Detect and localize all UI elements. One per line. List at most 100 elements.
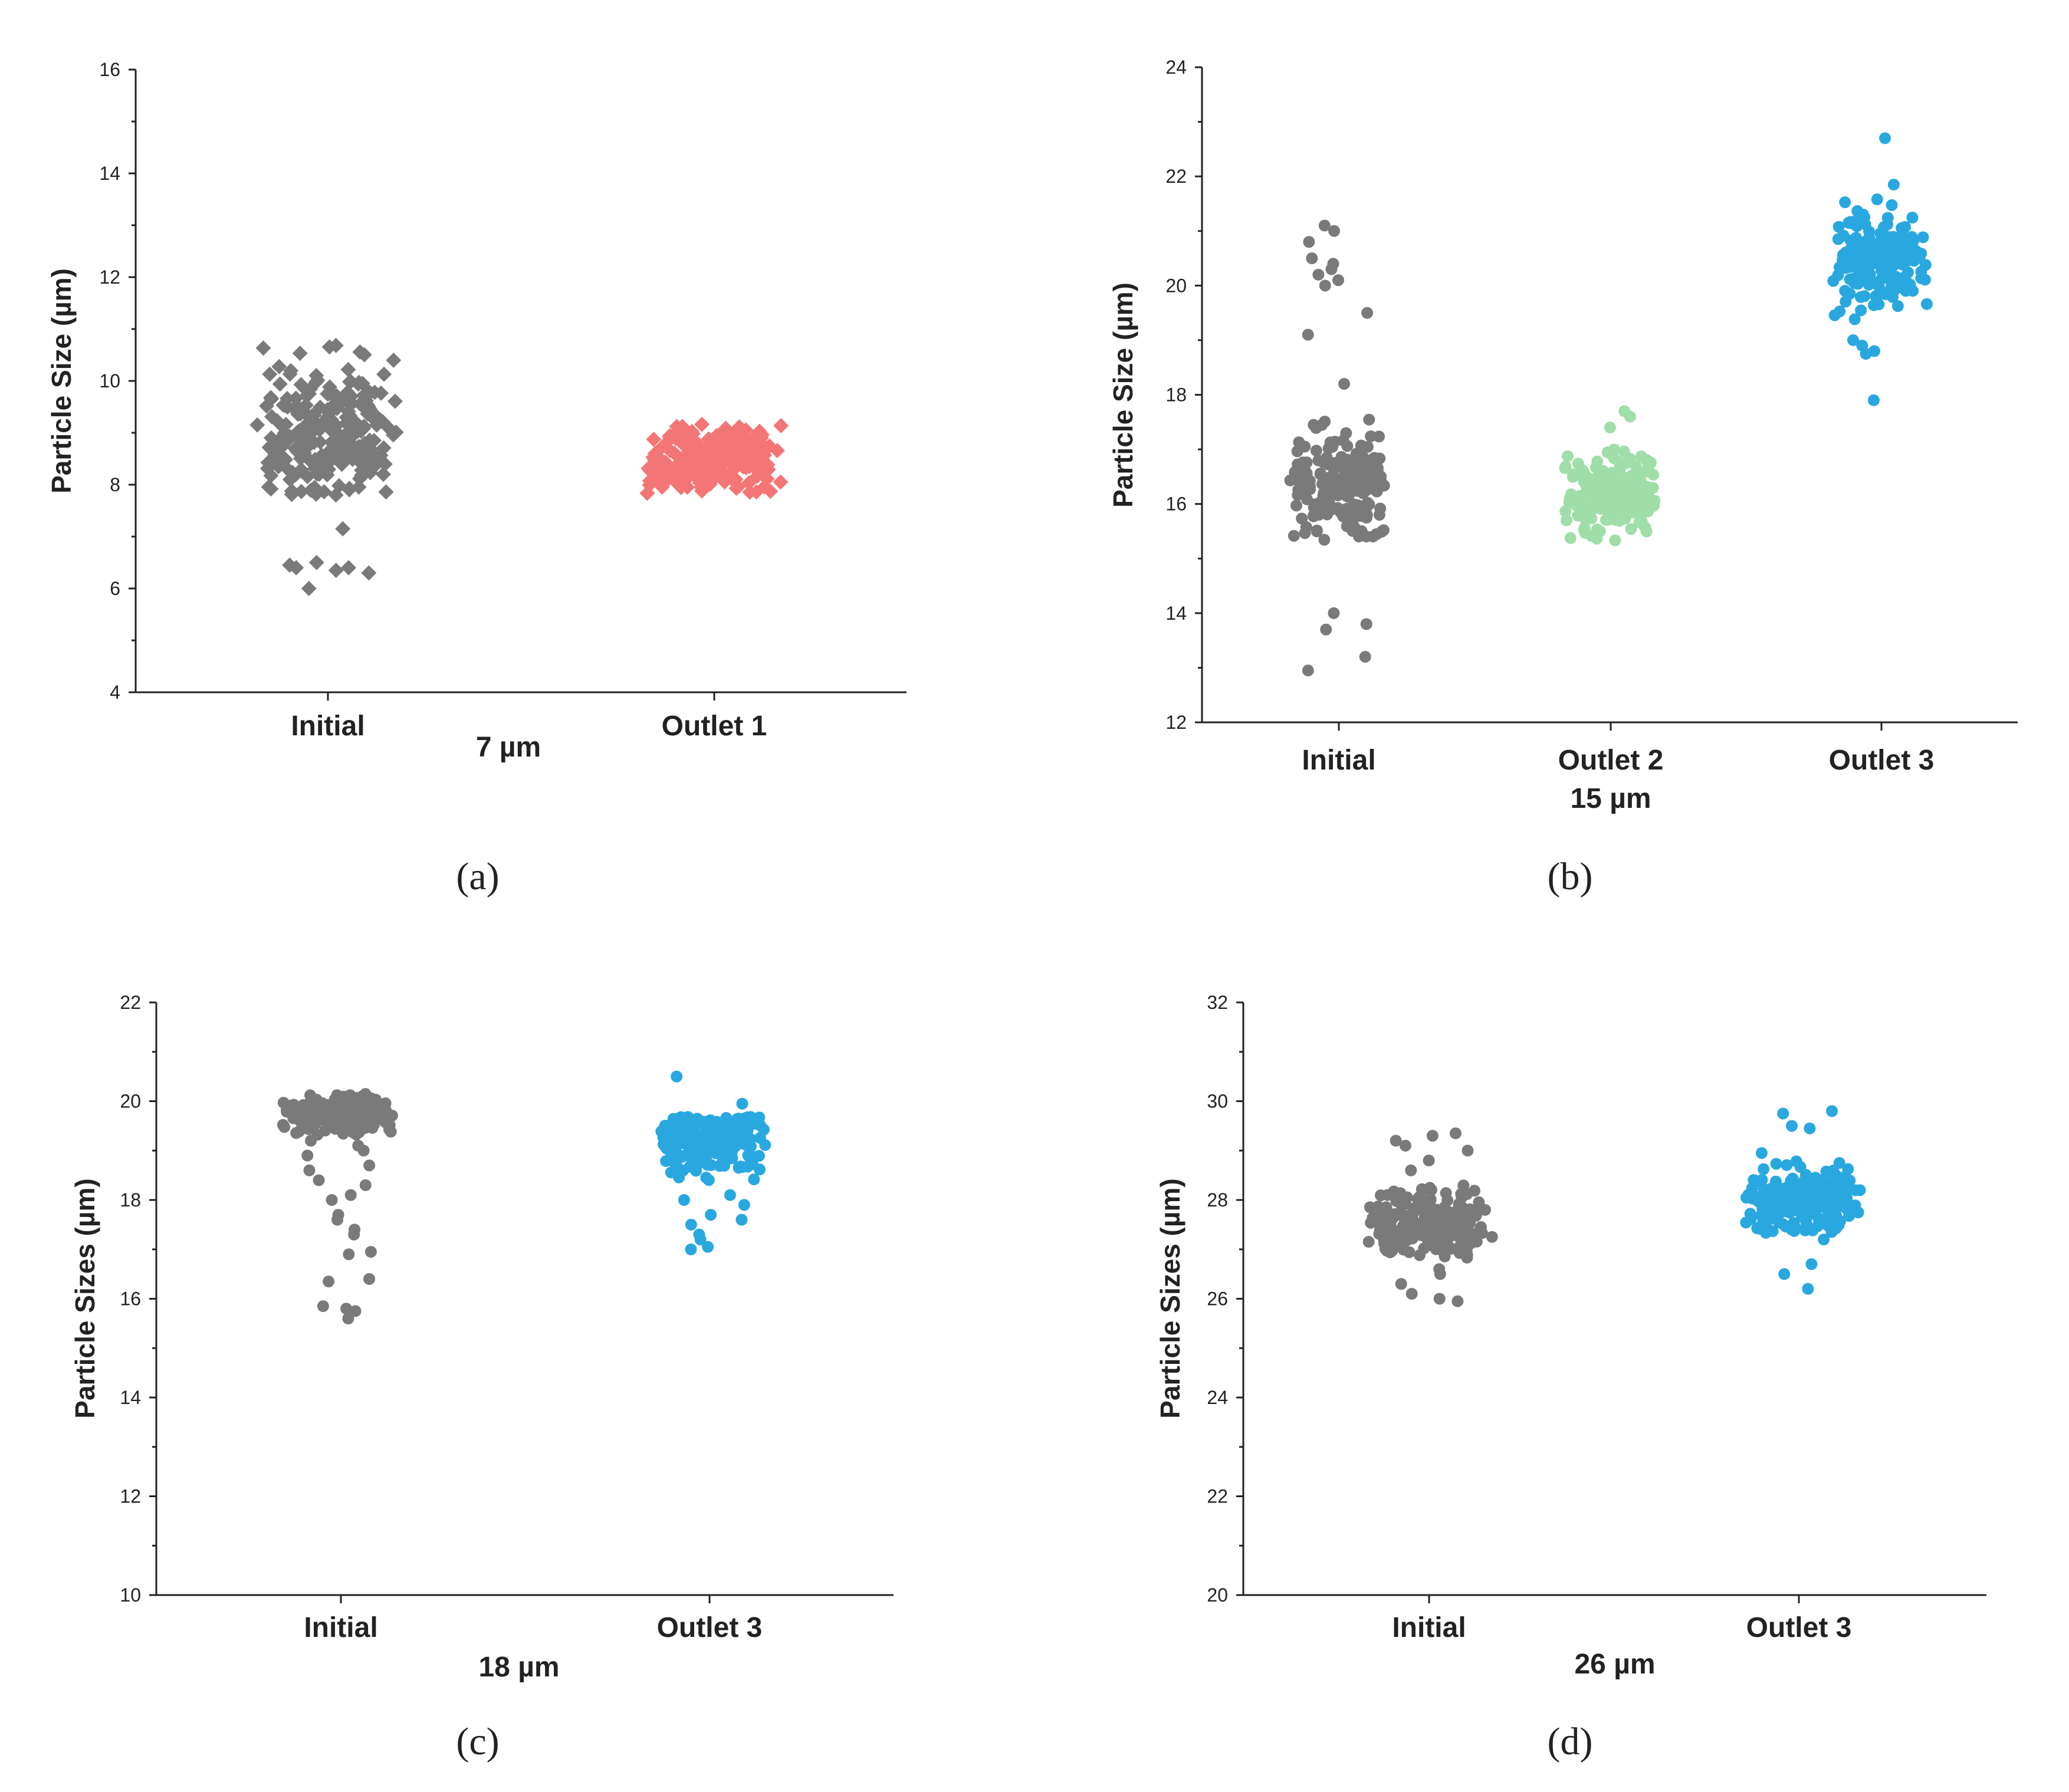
data-point: [264, 409, 280, 425]
panel-a-points: [249, 337, 789, 596]
data-point: [326, 1194, 338, 1206]
data-point: [353, 1126, 366, 1138]
data-point: [1373, 430, 1385, 443]
data-point: [1457, 1231, 1469, 1244]
data-point: [1360, 530, 1372, 542]
panel-c-y-ticks: 10 12 14 16 18 20 22: [120, 992, 156, 1606]
data-point: [1634, 512, 1647, 524]
data-point: [356, 420, 372, 436]
data-point: [1849, 1184, 1861, 1196]
panel-a-label: (a): [456, 855, 499, 898]
data-point: [376, 440, 392, 456]
data-point: [1839, 196, 1851, 209]
panel-a-category-initial: Initial: [291, 711, 364, 742]
data-point: [303, 1164, 316, 1176]
data-point: [313, 1174, 325, 1186]
data-point: [308, 555, 324, 570]
panel-b-y-ticks: 12 14 16 18 20 22 24: [1165, 57, 1202, 733]
data-point: [1316, 501, 1329, 514]
data-point: [344, 1189, 357, 1201]
data-point: [1835, 1190, 1847, 1202]
data-point: [642, 473, 658, 489]
data-point: [664, 1134, 676, 1146]
data-point: [1604, 422, 1616, 434]
data-point: [685, 1243, 697, 1255]
data-point: [1868, 345, 1881, 357]
data-point: [1887, 179, 1900, 191]
data-point: [291, 1113, 304, 1125]
data-point: [1847, 334, 1860, 346]
data-point: [1365, 430, 1377, 442]
data-point: [1581, 481, 1593, 493]
panel-b-y-axis-title: Particle Size (µm): [1108, 282, 1138, 508]
data-point: [1878, 268, 1890, 281]
data-point: [1856, 340, 1868, 352]
data-point: [736, 1116, 748, 1128]
data-point: [1317, 456, 1329, 468]
data-point: [705, 464, 721, 480]
data-point: [1748, 1174, 1760, 1186]
panel-b-points: [1284, 132, 1933, 677]
data-point: [1577, 471, 1589, 483]
data-point: [1374, 502, 1387, 515]
data-point: [1560, 514, 1572, 527]
y-tick-label: 16: [1165, 494, 1187, 515]
data-point: [1867, 299, 1880, 311]
data-point: [1919, 274, 1931, 286]
data-point: [335, 521, 351, 537]
data-point: [1299, 440, 1311, 453]
y-tick-label: 14: [120, 1387, 141, 1408]
data-point: [741, 438, 757, 454]
data-point: [754, 443, 770, 459]
data-point: [383, 1119, 396, 1132]
data-point: [1864, 268, 1876, 281]
data-point: [293, 484, 309, 499]
y-tick-label: 12: [120, 1486, 141, 1507]
panel-d-axes: [1242, 1002, 1986, 1596]
data-point: [1433, 1263, 1446, 1275]
data-point: [255, 340, 271, 356]
y-tick-label: 22: [120, 992, 141, 1013]
data-point: [754, 1132, 766, 1144]
data-point: [1378, 1225, 1391, 1237]
data-point: [705, 1209, 717, 1221]
data-point: [1399, 1139, 1411, 1152]
data-point: [660, 1155, 672, 1168]
data-point: [301, 426, 317, 442]
data-point: [1290, 499, 1302, 512]
data-point: [753, 1163, 766, 1176]
data-point: [1302, 328, 1314, 341]
data-point: [1418, 1214, 1430, 1227]
data-point: [361, 1111, 373, 1123]
data-point: [1360, 618, 1372, 630]
data-point: [1598, 478, 1610, 491]
data-point: [363, 1273, 376, 1285]
data-point: [668, 469, 684, 485]
data-point: [1394, 1205, 1407, 1218]
data-point: [1400, 1234, 1413, 1247]
data-point: [1848, 277, 1861, 290]
data-point: [1346, 461, 1358, 474]
data-point: [1413, 1249, 1426, 1261]
data-point: [1807, 1224, 1819, 1237]
data-point: [674, 1113, 686, 1125]
data-point: [343, 422, 359, 438]
y-tick-label: 20: [1207, 1584, 1228, 1606]
data-point: [1405, 1288, 1418, 1300]
data-point: [1562, 450, 1574, 462]
data-point: [1802, 1283, 1814, 1295]
data-point: [341, 374, 357, 390]
data-point: [1858, 259, 1870, 272]
data-point: [1799, 1214, 1812, 1226]
data-point: [1312, 268, 1325, 281]
data-point: [261, 479, 277, 495]
panel-a-x-ticks: [327, 692, 715, 701]
y-tick-label: 22: [1165, 166, 1187, 187]
data-point: [1848, 313, 1861, 325]
data-point: [1608, 443, 1620, 456]
data-point: [1910, 248, 1922, 261]
data-point: [310, 1104, 322, 1117]
data-point: [1825, 1176, 1837, 1189]
data-point: [1600, 514, 1612, 526]
data-point: [262, 366, 278, 382]
